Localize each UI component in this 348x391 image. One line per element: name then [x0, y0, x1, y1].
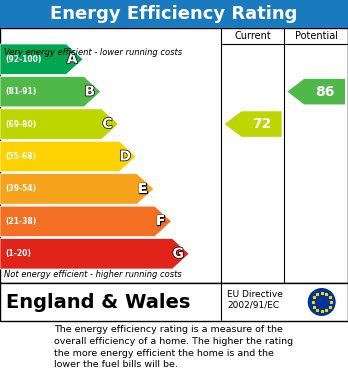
Text: D: D	[119, 149, 131, 163]
Text: Not energy efficient - higher running costs: Not energy efficient - higher running co…	[4, 270, 182, 279]
Text: E: E	[138, 182, 148, 196]
Polygon shape	[0, 174, 154, 204]
Text: (21-38): (21-38)	[5, 217, 36, 226]
Text: (69-80): (69-80)	[5, 120, 36, 129]
Text: Potential: Potential	[295, 31, 338, 41]
Text: A: A	[67, 52, 78, 66]
Text: (92-100): (92-100)	[5, 55, 41, 64]
Polygon shape	[0, 76, 101, 107]
Text: (55-68): (55-68)	[5, 152, 36, 161]
Text: Current: Current	[235, 31, 271, 41]
Text: Energy Efficiency Rating: Energy Efficiency Rating	[50, 5, 298, 23]
Circle shape	[308, 288, 336, 316]
Text: 86: 86	[315, 84, 334, 99]
Text: The energy efficiency rating is a measure of the
overall efficiency of a home. T: The energy efficiency rating is a measur…	[54, 325, 294, 369]
Polygon shape	[0, 44, 83, 74]
Bar	[0, 28, 348, 283]
Text: (39-54): (39-54)	[5, 185, 36, 194]
Polygon shape	[0, 239, 189, 269]
Polygon shape	[0, 206, 172, 237]
Bar	[0, 283, 348, 321]
Polygon shape	[225, 111, 282, 137]
Polygon shape	[0, 141, 136, 172]
Text: G: G	[173, 247, 184, 261]
Bar	[0, 0, 348, 28]
Text: (1-20): (1-20)	[5, 249, 31, 258]
Polygon shape	[287, 79, 345, 104]
Text: 72: 72	[252, 117, 271, 131]
Text: EU Directive
2002/91/EC: EU Directive 2002/91/EC	[227, 290, 283, 310]
Text: England & Wales: England & Wales	[6, 292, 190, 312]
Polygon shape	[0, 109, 118, 139]
Text: C: C	[102, 117, 113, 131]
Text: Very energy efficient - lower running costs: Very energy efficient - lower running co…	[4, 48, 182, 57]
Text: F: F	[156, 214, 165, 228]
Text: (81-91): (81-91)	[5, 87, 36, 96]
Text: B: B	[85, 84, 95, 99]
